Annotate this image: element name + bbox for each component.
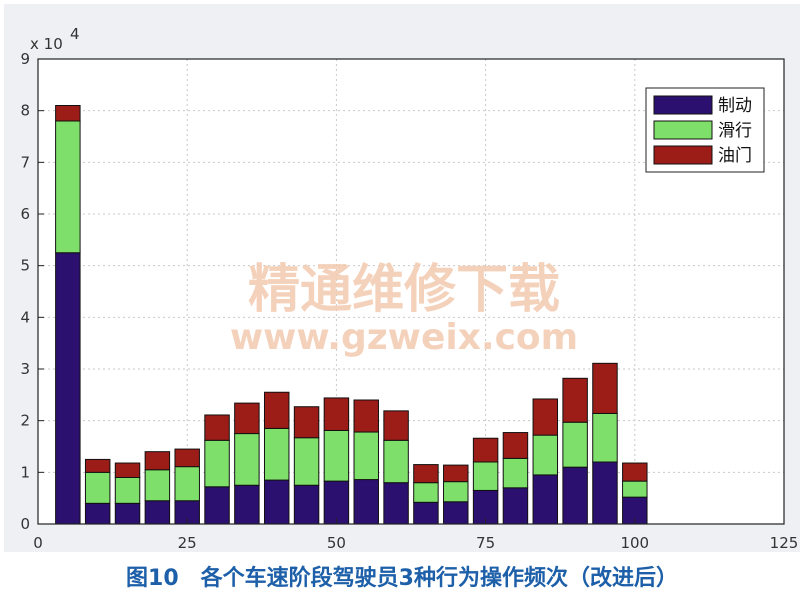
legend-swatch	[653, 120, 713, 140]
bar-segment	[413, 482, 439, 503]
figure-panel: 0 25 50 75 100 125 0 1 2 3 4 5 6 7 8 9 x 10 4 制动滑行油门 精通维修…	[4, 4, 800, 552]
legend-swatch	[653, 95, 713, 115]
bar-segment	[532, 434, 559, 476]
bar-segment	[383, 410, 409, 441]
bar-segment	[562, 421, 588, 468]
legend-label: 制动	[718, 96, 752, 116]
y-tick-label: 5	[20, 257, 30, 275]
bar-segment	[55, 252, 81, 525]
y-tick-label: 2	[20, 412, 30, 430]
bar-segment	[443, 481, 469, 503]
bar-segment	[472, 461, 499, 491]
bar-segment	[592, 412, 618, 463]
y-tick-label: 8	[20, 102, 30, 120]
watermark-text-cn: 精通维修下载	[248, 260, 560, 320]
bar-segment	[204, 486, 230, 525]
legend-swatch	[653, 145, 713, 165]
figure-caption: 图10 各个车速阶段驾驶员3种行为操作频次（改进后）	[126, 566, 678, 591]
y-tick-label: 1	[20, 463, 30, 481]
axes-frame	[37, 58, 785, 525]
bar-segment	[84, 471, 111, 504]
bar-segment	[293, 484, 320, 525]
bar-segment	[263, 479, 290, 525]
bar-segment	[84, 502, 111, 525]
bar-segment	[174, 466, 200, 502]
bar-segment	[413, 501, 439, 525]
bar-segment	[532, 398, 559, 436]
bar-segment	[502, 457, 529, 489]
y-tick-label: 3	[20, 360, 30, 378]
bar-segment	[114, 477, 141, 504]
watermark-text-url: www.gzweix.com	[230, 317, 578, 358]
bar-segment	[443, 501, 469, 525]
bar-segment	[114, 502, 141, 525]
bar-segment	[144, 451, 171, 471]
bar-segment	[55, 105, 81, 122]
bar-segment	[293, 406, 320, 439]
bar-segment	[234, 484, 260, 525]
x-tick-label: 50	[327, 534, 346, 552]
bar-segment	[472, 489, 499, 525]
bar-segment	[622, 480, 648, 498]
bar-segment	[174, 448, 200, 468]
bar-segment	[592, 362, 618, 414]
y-axis-multiplier-exponent: 4	[70, 25, 80, 43]
bar-segment	[353, 399, 379, 433]
bar-segment	[592, 461, 618, 525]
bar-segment	[532, 474, 559, 525]
bar-segment	[293, 437, 320, 486]
bar-segment	[234, 402, 260, 435]
watermark: 精通维修下载 www.gzweix.com	[230, 260, 578, 358]
y-tick-label: 6	[20, 205, 30, 223]
bar-segment	[622, 462, 648, 482]
bar-segment	[114, 462, 141, 478]
x-tick-label: 125	[770, 534, 799, 552]
bar-segment	[502, 432, 529, 459]
bar-segment	[204, 414, 230, 441]
y-tick-label: 7	[20, 153, 30, 171]
bar-segment	[323, 397, 350, 431]
x-tick-label: 100	[620, 534, 649, 552]
bar-segment	[204, 439, 230, 488]
bar-segment	[353, 431, 379, 481]
bar-segment	[234, 433, 260, 486]
bar-segment	[323, 429, 350, 482]
bar-segment	[84, 458, 111, 473]
y-tick-label: 0	[20, 515, 30, 533]
bar-segment	[323, 480, 350, 525]
bar-segment	[383, 482, 409, 525]
bar-segment	[383, 439, 409, 484]
legend-label: 油门	[718, 146, 752, 166]
x-tick-label: 25	[178, 534, 197, 552]
bar-segment	[263, 427, 290, 481]
bar-segment	[502, 487, 529, 525]
bar-segment	[353, 479, 379, 525]
y-tick-label: 4	[20, 308, 30, 326]
bar-segment	[562, 466, 588, 525]
bar-segment	[144, 500, 171, 525]
bar-segment	[144, 469, 171, 502]
bar-segment	[263, 391, 290, 429]
bar-segment	[472, 437, 499, 463]
bar-segment	[413, 464, 439, 484]
bar-segment	[562, 377, 588, 423]
y-tick-label: 9	[20, 50, 30, 68]
axes: 0 25 50 75 100 125 0 1 2 3 4 5 6 7 8 9x 10 4	[20, 25, 798, 552]
y-axis-multiplier: x 10	[30, 35, 63, 53]
bar-segment	[443, 464, 469, 483]
bar-segment	[55, 120, 81, 254]
legend-label: 滑行	[718, 121, 752, 141]
x-tick-label: 75	[476, 534, 495, 552]
bars	[55, 105, 648, 525]
x-tick-label: 0	[33, 534, 43, 552]
